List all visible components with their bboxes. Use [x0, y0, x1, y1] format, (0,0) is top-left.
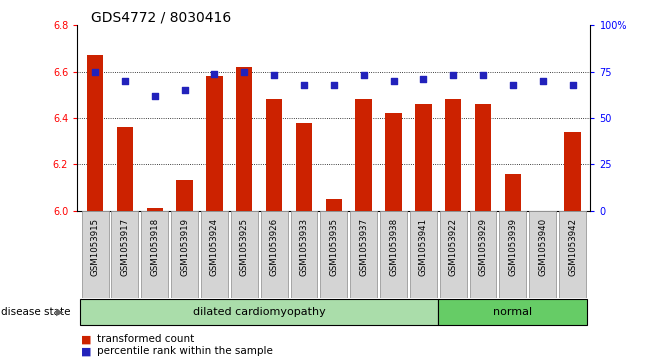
- Point: [269, 73, 280, 78]
- Point: [358, 73, 369, 78]
- Text: ■: ■: [81, 334, 91, 344]
- Text: GSM1053938: GSM1053938: [389, 217, 398, 276]
- Text: ▶: ▶: [56, 307, 63, 317]
- Point: [179, 87, 190, 93]
- FancyBboxPatch shape: [470, 211, 497, 298]
- Text: GSM1053924: GSM1053924: [210, 217, 219, 276]
- Text: GSM1053922: GSM1053922: [449, 217, 458, 276]
- Bar: [296, 123, 312, 211]
- Text: normal: normal: [493, 307, 533, 317]
- Bar: [87, 56, 103, 211]
- FancyBboxPatch shape: [291, 211, 317, 298]
- Text: GSM1053925: GSM1053925: [240, 217, 249, 276]
- Text: ■: ■: [81, 346, 91, 356]
- Text: GSM1053918: GSM1053918: [150, 217, 159, 276]
- Text: dilated cardiomyopathy: dilated cardiomyopathy: [193, 307, 325, 317]
- Bar: [236, 67, 252, 211]
- FancyBboxPatch shape: [80, 299, 438, 325]
- FancyBboxPatch shape: [440, 211, 466, 298]
- Point: [150, 93, 160, 99]
- Bar: [475, 104, 491, 211]
- Text: GSM1053942: GSM1053942: [568, 217, 577, 276]
- Text: GSM1053929: GSM1053929: [478, 217, 488, 276]
- FancyBboxPatch shape: [350, 211, 377, 298]
- Text: GSM1053933: GSM1053933: [299, 217, 309, 276]
- Text: GSM1053941: GSM1053941: [419, 217, 428, 276]
- FancyBboxPatch shape: [438, 299, 588, 325]
- Text: disease state: disease state: [1, 307, 71, 317]
- FancyBboxPatch shape: [201, 211, 228, 298]
- Bar: [176, 180, 193, 211]
- FancyBboxPatch shape: [111, 211, 138, 298]
- Text: GDS4772 / 8030416: GDS4772 / 8030416: [91, 11, 231, 25]
- Point: [507, 82, 518, 87]
- Bar: [206, 76, 223, 211]
- FancyBboxPatch shape: [559, 211, 586, 298]
- Text: GSM1053926: GSM1053926: [270, 217, 278, 276]
- Point: [448, 73, 458, 78]
- Bar: [146, 208, 163, 211]
- FancyBboxPatch shape: [410, 211, 437, 298]
- Point: [418, 76, 429, 82]
- Point: [478, 73, 488, 78]
- Text: GSM1053940: GSM1053940: [538, 217, 548, 276]
- Bar: [356, 99, 372, 211]
- Point: [537, 78, 548, 84]
- Bar: [117, 127, 133, 211]
- Bar: [266, 99, 282, 211]
- Bar: [564, 132, 581, 211]
- Bar: [325, 199, 342, 211]
- FancyBboxPatch shape: [529, 211, 556, 298]
- Text: GSM1053919: GSM1053919: [180, 217, 189, 276]
- Text: GSM1053935: GSM1053935: [329, 217, 338, 276]
- Bar: [505, 174, 521, 211]
- Point: [209, 71, 220, 77]
- Text: GSM1053939: GSM1053939: [509, 217, 517, 276]
- Point: [388, 78, 399, 84]
- Point: [299, 82, 309, 87]
- Point: [90, 69, 101, 75]
- Text: percentile rank within the sample: percentile rank within the sample: [97, 346, 273, 356]
- Point: [567, 82, 578, 87]
- Text: GSM1053915: GSM1053915: [91, 217, 99, 276]
- Text: GSM1053937: GSM1053937: [359, 217, 368, 276]
- Text: transformed count: transformed count: [97, 334, 195, 344]
- FancyBboxPatch shape: [231, 211, 258, 298]
- FancyBboxPatch shape: [171, 211, 198, 298]
- Point: [239, 69, 250, 75]
- Point: [119, 78, 130, 84]
- Bar: [445, 99, 462, 211]
- FancyBboxPatch shape: [142, 211, 168, 298]
- Bar: [415, 104, 431, 211]
- FancyBboxPatch shape: [82, 211, 109, 298]
- FancyBboxPatch shape: [320, 211, 348, 298]
- FancyBboxPatch shape: [499, 211, 526, 298]
- Bar: [385, 113, 402, 211]
- FancyBboxPatch shape: [261, 211, 288, 298]
- Text: GSM1053917: GSM1053917: [120, 217, 130, 276]
- FancyBboxPatch shape: [380, 211, 407, 298]
- Point: [329, 82, 340, 87]
